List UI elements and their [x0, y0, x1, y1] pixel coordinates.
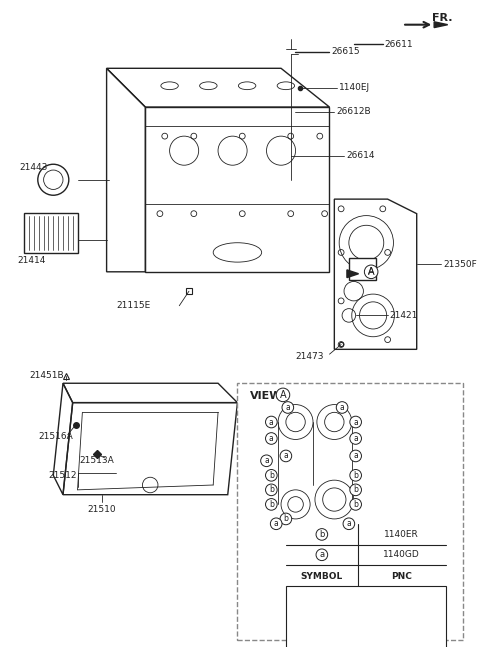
Text: 21510: 21510: [87, 505, 116, 514]
Circle shape: [265, 470, 277, 481]
Text: b: b: [353, 471, 358, 480]
Text: a: a: [264, 456, 269, 465]
Text: a: a: [274, 519, 278, 528]
Circle shape: [350, 484, 361, 495]
Text: 21350F: 21350F: [443, 260, 477, 269]
Text: FR.: FR.: [432, 13, 452, 23]
Circle shape: [350, 450, 361, 462]
Circle shape: [350, 470, 361, 481]
Text: a: a: [269, 434, 274, 443]
Text: 21473: 21473: [296, 351, 324, 361]
Text: a: a: [347, 519, 351, 528]
Circle shape: [261, 455, 272, 466]
Text: 1140GD: 1140GD: [384, 551, 420, 559]
Circle shape: [350, 416, 361, 428]
Text: b: b: [284, 514, 288, 524]
Circle shape: [343, 518, 355, 530]
Circle shape: [336, 401, 348, 413]
Circle shape: [282, 401, 294, 413]
Circle shape: [276, 388, 290, 401]
Text: b: b: [353, 486, 358, 494]
Circle shape: [316, 549, 328, 560]
Circle shape: [265, 416, 277, 428]
Circle shape: [316, 529, 328, 540]
Circle shape: [280, 450, 292, 462]
Circle shape: [270, 518, 282, 530]
Circle shape: [350, 499, 361, 510]
FancyBboxPatch shape: [348, 258, 376, 280]
Text: a: a: [319, 551, 324, 559]
Text: b: b: [269, 471, 274, 480]
Text: 26612B: 26612B: [336, 107, 371, 116]
Text: a: a: [284, 451, 288, 461]
Text: a: a: [353, 451, 358, 461]
Circle shape: [280, 513, 292, 525]
FancyBboxPatch shape: [286, 587, 446, 650]
Text: 21451B: 21451B: [29, 371, 64, 380]
Text: a: a: [340, 403, 345, 412]
Text: VIEW: VIEW: [250, 391, 283, 401]
Text: A: A: [368, 267, 374, 277]
Text: 21414: 21414: [17, 256, 46, 265]
Text: b: b: [319, 530, 324, 539]
Text: 1140EJ: 1140EJ: [339, 83, 370, 92]
Text: 21443: 21443: [19, 163, 48, 171]
Circle shape: [265, 499, 277, 510]
Text: 21421: 21421: [390, 311, 418, 320]
Text: 21115E: 21115E: [116, 301, 151, 310]
Text: 26611: 26611: [385, 39, 413, 49]
Circle shape: [350, 433, 361, 444]
Text: a: a: [353, 417, 358, 426]
Text: 1140ER: 1140ER: [384, 530, 419, 539]
Text: a: a: [353, 434, 358, 443]
Text: a: a: [286, 403, 290, 412]
Polygon shape: [434, 22, 448, 28]
Text: 21512: 21512: [48, 471, 77, 480]
Text: 26614: 26614: [346, 151, 374, 160]
Text: A: A: [368, 267, 374, 277]
Text: 26615: 26615: [331, 47, 360, 57]
Text: A: A: [280, 390, 286, 400]
Text: 21513A: 21513A: [80, 456, 114, 465]
FancyBboxPatch shape: [24, 214, 78, 253]
Text: b: b: [269, 500, 274, 509]
Text: PNC: PNC: [391, 572, 412, 581]
FancyBboxPatch shape: [237, 383, 463, 641]
Circle shape: [265, 484, 277, 495]
Text: 21516A: 21516A: [39, 432, 73, 441]
Text: SYMBOL: SYMBOL: [301, 572, 343, 581]
Circle shape: [265, 433, 277, 444]
Circle shape: [364, 265, 378, 279]
Text: a: a: [269, 417, 274, 426]
Text: b: b: [269, 486, 274, 494]
Polygon shape: [347, 270, 359, 278]
Text: b: b: [353, 500, 358, 509]
